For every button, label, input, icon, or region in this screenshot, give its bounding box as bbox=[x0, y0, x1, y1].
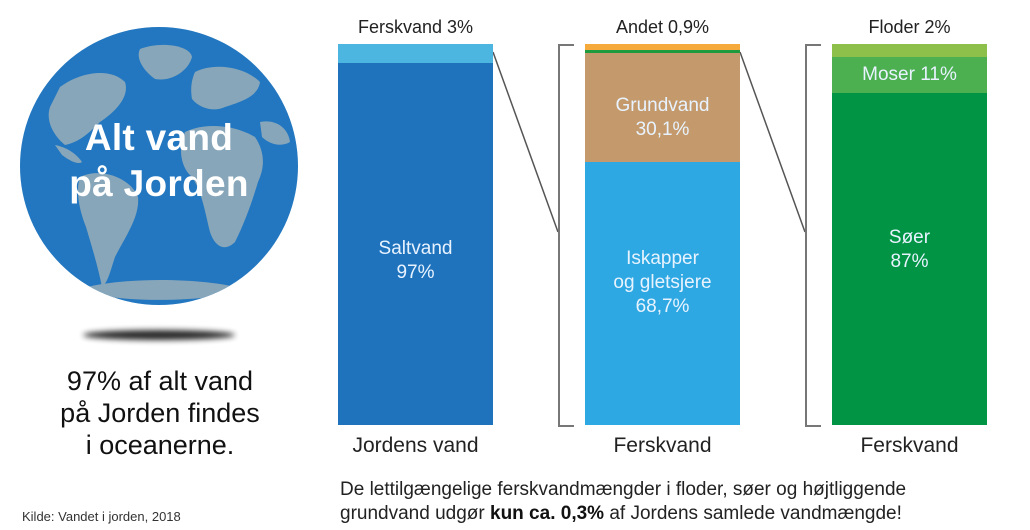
bar2-bottom-label: Ferskvand bbox=[613, 434, 712, 457]
freshwater-note: De lettilgængelige ferskvandmængder i fl… bbox=[340, 478, 1020, 526]
segment-ferskvand bbox=[338, 44, 493, 63]
bracket-1 bbox=[558, 44, 574, 427]
bar-jordens-vand: Saltvand 97% bbox=[338, 44, 493, 425]
saltvand-label: Saltvand 97% bbox=[338, 237, 493, 285]
grundvand-label: Grundvand 30,1% bbox=[585, 94, 740, 142]
saltvand-value: 97% bbox=[396, 262, 435, 283]
bar3-bottom-label: Ferskvand bbox=[860, 434, 959, 457]
iskapper-line2: og gletsjere bbox=[613, 272, 712, 293]
bar3-top-label: Floder 2% bbox=[868, 17, 951, 37]
bar-ferskvand-1: Grundvand 30,1% Iskapper og gletsjere 68… bbox=[585, 44, 740, 425]
iskapper-value: 68,7% bbox=[635, 296, 690, 317]
soer-value: 87% bbox=[890, 251, 929, 272]
moser-label: Moser 11% bbox=[862, 64, 957, 85]
bar-ferskvand-2: Moser 11% Søer 87% bbox=[832, 44, 987, 425]
globe-illustration: Alt vand på Jorden bbox=[20, 27, 298, 305]
world-map-icon bbox=[48, 44, 290, 300]
iskapper-label: Iskapper og gletsjere 68,7% bbox=[585, 247, 740, 319]
note-emphasis: kun ca. 0,3% bbox=[490, 503, 605, 524]
segment-saltvand: Saltvand 97% bbox=[338, 63, 493, 425]
segment-iskapper: Iskapper og gletsjere 68,7% bbox=[585, 162, 740, 425]
note-text: grundvand udgør bbox=[340, 503, 490, 524]
caption-line1: 97% af alt vand bbox=[66, 366, 254, 396]
segment-andet bbox=[585, 44, 740, 50]
note-text-end: af Jordens samlede vandmængde! bbox=[604, 503, 902, 524]
bracket-2 bbox=[805, 44, 821, 427]
note-line2: grundvand udgør kun ca. 0,3% af Jordens … bbox=[340, 502, 1020, 526]
segment-andet-green bbox=[585, 50, 740, 53]
saltvand-name: Saltvand bbox=[378, 238, 453, 259]
globe-shadow bbox=[83, 330, 235, 340]
source-citation: Kilde: Vandet i jorden, 2018 bbox=[22, 509, 181, 524]
grundvand-name: Grundvand bbox=[615, 95, 710, 116]
bar1-bottom-label: Jordens vand bbox=[352, 434, 479, 457]
caption-line2: på Jorden findes bbox=[60, 398, 260, 428]
bar2-top-label: Andet 0,9% bbox=[615, 17, 710, 37]
caption-line3: i oceanerne. bbox=[85, 430, 235, 460]
segment-floder bbox=[832, 44, 987, 57]
globe-title: Alt vand på Jorden bbox=[20, 115, 298, 207]
iskapper-line1: Iskapper bbox=[626, 248, 699, 269]
bar1-top-label: Ferskvand 3% bbox=[357, 17, 474, 37]
note-line1: De lettilgængelige ferskvandmængder i fl… bbox=[340, 479, 907, 500]
soer-name: Søer bbox=[888, 227, 931, 248]
segment-grundvand: Grundvand 30,1% bbox=[585, 53, 740, 162]
globe-title-line2: på Jorden bbox=[69, 163, 249, 204]
globe-title-line1: Alt vand bbox=[84, 117, 234, 158]
soer-label: Søer 87% bbox=[832, 226, 987, 274]
grundvand-value: 30,1% bbox=[635, 119, 690, 140]
ocean-caption: 97% af alt vand på Jorden findes i ocean… bbox=[10, 365, 310, 461]
segment-soer: Søer 87% bbox=[832, 93, 987, 425]
segment-moser: Moser 11% bbox=[832, 57, 987, 93]
